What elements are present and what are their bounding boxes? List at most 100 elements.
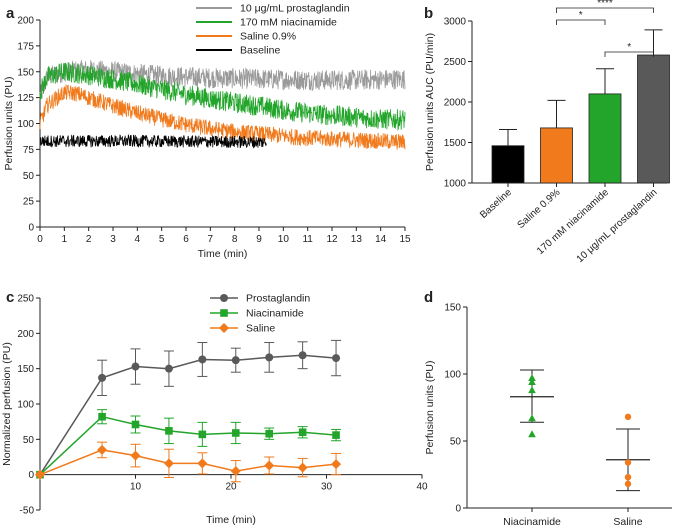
panel-b-y-tick-label: 2500 [444, 57, 467, 68]
panel-a-x-tick-label: 14 [375, 234, 387, 245]
panel-a-trace-saline [39, 84, 406, 150]
panel-a-x-tick-label: 10 [278, 234, 290, 245]
panel-c-point-niacinamide [131, 420, 140, 429]
panel-a-x-axis-label: Time (min) [198, 248, 248, 260]
panel-a-x-tick-label: 6 [183, 234, 189, 245]
panel-c-point-saline [331, 459, 342, 470]
panel-c-point-niacinamide [231, 429, 240, 437]
panel-a-x-tick-label: 9 [256, 234, 262, 245]
panel-c-point-saline [130, 450, 141, 461]
panel-b-significance-label: **** [597, 0, 613, 9]
panel-a-legend-label: 170 mM niacinamide [240, 17, 337, 29]
panel-d-point-niacinamide [528, 430, 536, 438]
panel-d-y-axis-label: Perfusion units (PU) [424, 361, 436, 455]
panel-d-category-label: Saline [613, 516, 642, 528]
panel-a-y-tick-label: 175 [17, 41, 34, 52]
panel-c-point-niacinamide [298, 428, 307, 437]
panel-c-point-prostaglandin [98, 373, 107, 382]
panel-c-point-niacinamide [98, 412, 106, 421]
panel-d-y-tick-label: 0 [455, 504, 461, 515]
panel-c-point-saline [163, 458, 174, 469]
panel-a-x-tick-label: 11 [302, 234, 313, 245]
panel-c-legend-label: Niacinamide [246, 308, 304, 320]
panel-b-category-label: 10 μg/mL prostaglandin [575, 187, 660, 265]
panel-c-y-tick-label: 150 [17, 364, 34, 375]
panel-label-a: a [6, 5, 15, 22]
panel-a-x-tick-label: 3 [110, 234, 116, 245]
panel-b-bar-1 [540, 127, 573, 184]
panel-d-point-niacinamide [528, 414, 536, 422]
panel-c-point-niacinamide [332, 431, 340, 439]
panel-b-y-tick-label: 3000 [444, 17, 467, 28]
panel-b-significance-label: * [627, 42, 631, 53]
panel-c-point-prostaglandin [298, 351, 307, 360]
panel-c-legend-marker [219, 323, 229, 333]
panel-a-y-axis-label: Perfusion units (PU) [3, 77, 15, 171]
panel-c-y-tick-label: 200 [17, 329, 34, 340]
panel-d-point-niacinamide [528, 378, 536, 386]
panel-a-y-tick-label: 200 [17, 16, 34, 27]
panel-b-y-tick-label: 1000 [444, 179, 467, 190]
panel-label-c: c [6, 289, 14, 306]
panel-a-trace-niacinamide [39, 62, 406, 131]
panel-a-trace-baseline [39, 133, 267, 149]
panel-a-x-tick-label: 13 [351, 234, 363, 245]
panel-c-legend-label: Prostaglandin [246, 293, 310, 305]
panel-c-y-tick-label: 250 [17, 294, 34, 305]
panel-b-significance-bracket [556, 7, 654, 13]
panel-b-significance-label: * [579, 10, 583, 21]
panel-c-x-tick-label: 20 [225, 482, 237, 493]
panel-c-point-prostaglandin [265, 353, 274, 362]
panel-a-x-tick-label: 2 [86, 234, 92, 245]
panel-d-y-tick-label: 150 [444, 303, 461, 314]
panel-a-x-tick-label: 12 [326, 234, 338, 245]
panel-c-y-tick-label: 0 [28, 470, 34, 481]
panel-a-y-tick-label: 150 [17, 67, 34, 78]
panel-b-y-axis-label: Perfusion units AUC (PU/min) [424, 33, 436, 171]
panel-d-y-tick-label: 100 [444, 370, 461, 381]
panel-b-bar-0 [491, 145, 525, 184]
panel-c-normalized-perfusion: -50 0 50 100 150 200 250 10 20 30 40 Time (min) Norm… [1, 293, 428, 527]
panel-b-bar-3 [637, 54, 670, 184]
panel-a-x-tick-label: 4 [135, 234, 141, 245]
panel-a-legend-label: Saline 0.9% [240, 31, 296, 43]
panel-c-point-niacinamide [165, 427, 173, 435]
panel-c-point-saline [35, 469, 45, 480]
panel-d-point-saline [624, 480, 632, 488]
panel-c-point-niacinamide [198, 430, 207, 439]
panel-b-significance-bracket [604, 51, 654, 57]
panel-c-x-tick-label: 30 [321, 482, 333, 493]
panel-a-y-tick-label: 75 [23, 145, 35, 156]
panel-b-auc-bar-chart: 1000 1500 2000 2500 3000 Perfusion units AUC … [424, 0, 670, 265]
panel-b-category-label: Saline 0.9% [515, 187, 562, 231]
panel-c-point-saline [230, 466, 241, 477]
panel-c-point-saline [264, 460, 275, 471]
panel-c-point-saline [97, 444, 108, 455]
panel-a-trace-prostaglandin [39, 59, 406, 101]
panel-a-y-tick-label: 125 [17, 93, 34, 104]
panel-c-point-prostaglandin [131, 362, 140, 371]
panel-c-legend-marker [220, 309, 228, 317]
panel-d-point-saline [624, 413, 632, 421]
panel-b-significance-bracket [556, 19, 606, 25]
panel-a-x-tick-label: 7 [208, 234, 214, 245]
panel-a-legend-label: Baseline [240, 45, 280, 57]
panel-a-x-tick-label: 8 [232, 234, 238, 245]
panel-label-d: d [424, 289, 433, 306]
panel-c-line-niacinamide [39, 415, 337, 476]
panel-d-perfusion-scatter: 0 50 100 150 Perfusion units (PU) Niacinamide… [424, 303, 672, 528]
panel-b-y-tick-label: 2000 [444, 98, 467, 109]
panel-d-point-saline [624, 459, 632, 466]
panel-c-legend-label: Saline [246, 323, 275, 335]
panel-a-y-tick-label: 100 [17, 119, 34, 130]
panel-c-point-prostaglandin [332, 354, 341, 363]
panel-c-point-niacinamide [265, 429, 273, 438]
panel-d-point-saline [624, 473, 632, 481]
panel-c-y-axis-label: Normalized perfusion (PU) [1, 342, 13, 466]
panel-b-y-tick-label: 1500 [444, 138, 467, 149]
panel-c-point-prostaglandin [231, 356, 240, 365]
panel-a-y-tick-label: 50 [23, 171, 35, 182]
panel-c-line-saline [39, 449, 337, 476]
panel-label-b: b [424, 5, 433, 22]
